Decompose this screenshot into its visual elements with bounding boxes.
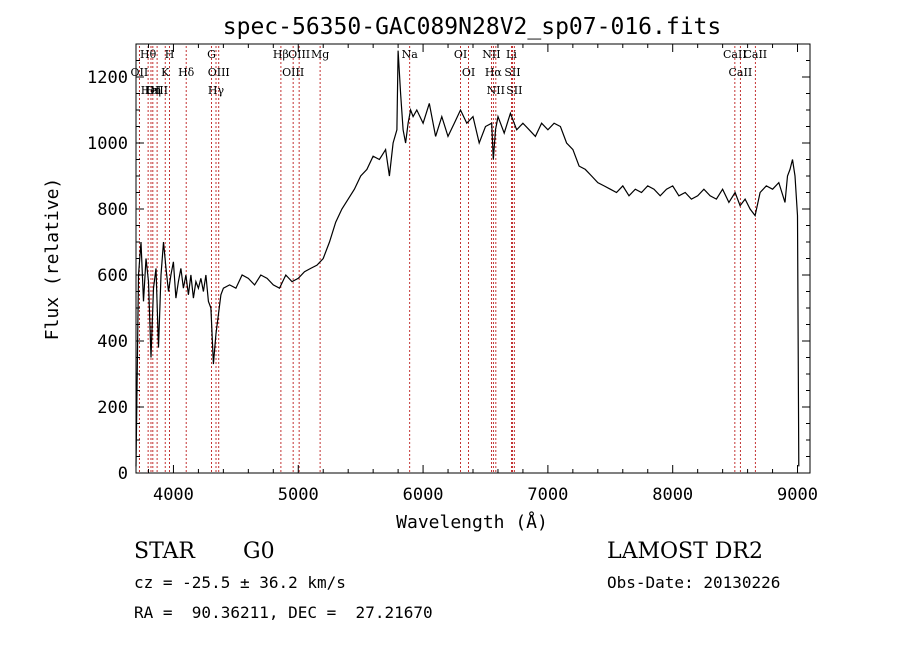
coordinates-label: RA = 90.36211, DEC = 27.21670 [134,603,433,622]
line-label: NII [487,84,505,97]
survey-label: LAMOST DR2 [607,539,763,564]
spectrum-line [135,50,800,467]
line-label: Hθ [140,48,157,61]
line-label: Hα [485,66,503,79]
line-label: OIII [288,48,310,61]
line-label: Na [402,48,419,61]
obs-date-label: Obs-Date: 20130226 [607,573,781,592]
line-label: OII [131,66,149,79]
line-label: G [207,48,216,61]
chart-title: spec-56350-GAC089N28V2_sp07-016.fits [223,14,722,40]
line-label: Hδ [178,66,195,79]
line-label: Li [506,48,517,61]
line-label: OIII [146,84,168,97]
line-label: CaII [723,48,747,61]
line-label: Mg [311,48,329,61]
line-label: HeI [141,84,161,97]
line-label: OI [454,48,467,61]
y-tick-label: 1000 [87,134,128,154]
x-tick-label: 5000 [278,485,319,505]
line-label: NII [482,48,500,61]
y-axis-label: Flux (relative) [42,178,63,341]
line-label: CaII [729,66,753,79]
y-axis: 0 200 400 600 800 1000 1200 [87,60,810,484]
line-label: Hβ [273,48,289,61]
line-label: SII [506,84,522,97]
plot-frame [135,43,811,474]
y-tick-label: 400 [97,332,128,352]
y-tick-label: 0 [118,464,128,484]
x-tick-label: 9000 [777,485,818,505]
y-tick-label: 600 [97,266,128,286]
line-label: SII [504,66,520,79]
class-label: STAR [134,539,195,564]
redshift-label: cz = -25.5 ± 36.2 km/s [134,573,346,592]
line-label: Hη [145,84,161,97]
line-label: Hγ [208,84,225,97]
x-tick-label: 8000 [652,485,693,505]
y-tick-label: 200 [97,398,128,418]
x-tick-label: 4000 [153,485,194,505]
line-label: H [165,48,175,61]
x-axis: 4000 5000 6000 7000 8000 9000 [147,44,818,505]
emission-line-markers [138,46,756,473]
y-tick-label: 1200 [87,68,128,88]
line-label: OIII [208,66,230,79]
line-label: OIII [282,66,304,79]
x-axis-label: Wavelength (Å) [396,511,548,533]
y-tick-label: 800 [97,200,128,220]
x-tick-label: 7000 [527,485,568,505]
line-label: K [161,66,170,79]
line-label: CaII [743,48,767,61]
line-label: OI [462,66,475,79]
x-tick-label: 6000 [403,485,444,505]
subclass-label: G0 [243,539,275,564]
